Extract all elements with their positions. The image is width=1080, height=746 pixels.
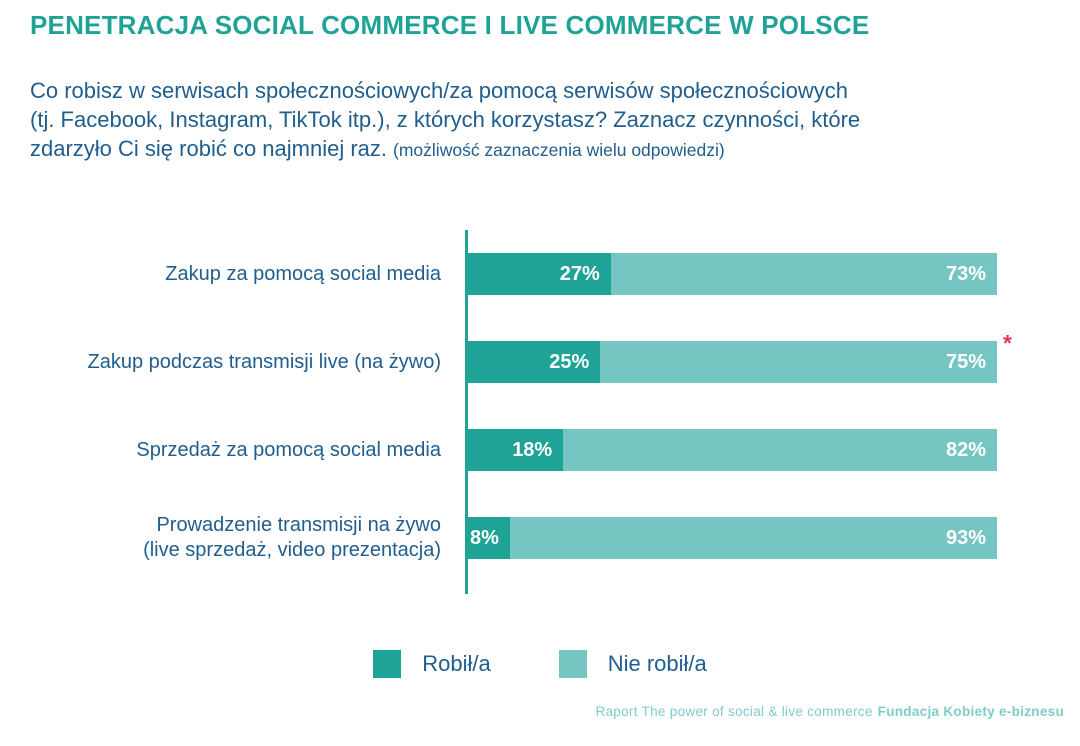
- chart-legend: Robił/a Nie robił/a: [0, 650, 1080, 678]
- chart-row: Zakup podczas transmisji live (na żywo) 2…: [30, 332, 1012, 383]
- legend-swatch: [373, 650, 402, 678]
- bar-segment: 18%: [468, 429, 564, 471]
- chart-rows: Zakup za pomocą social media 27% 73% Zakup …: [30, 253, 1012, 561]
- source-credit-text: Raport The power of social & live commer…: [595, 704, 873, 719]
- value-label: 18%: [512, 438, 553, 461]
- value-label: 27%: [559, 262, 600, 285]
- legend-swatch: [558, 650, 587, 678]
- stacked-bar: 18% 82%: [468, 429, 997, 471]
- value-label: 82%: [945, 438, 986, 461]
- stacked-bar: 8% 93%: [468, 517, 997, 559]
- legend-label: Robił/a: [422, 651, 491, 676]
- value-label: 75%: [945, 350, 986, 373]
- y-axis-line: [465, 230, 468, 594]
- legend-item: Robił/a: [373, 650, 491, 678]
- stacked-bar: 25% 75% *: [468, 332, 1012, 383]
- value-label: 73%: [945, 262, 986, 285]
- value-label: 8%: [469, 526, 499, 549]
- legend-label: Nie robił/a: [607, 651, 707, 676]
- bar-segment: 75%: [600, 341, 997, 383]
- bar-segment: 82%: [563, 429, 997, 471]
- category-label: Zakup podczas transmisji live (na żywo): [87, 350, 441, 373]
- chart-row: Sprzedaż za pomocą social media 18% 82%: [30, 429, 997, 471]
- source-credit-org: Fundacja Kobiety e-biznesu: [877, 704, 1064, 719]
- bar-segment: 27%: [468, 253, 611, 295]
- category-label: Prowadzenie transmisji na żywo (live spr…: [143, 514, 441, 561]
- survey-question-note: (możliwość zaznaczenia wielu odpowiedzi): [393, 140, 725, 160]
- stacked-bar-chart: Zakup za pomocą social media 27% 73% Zakup …: [30, 230, 1012, 594]
- survey-question: Co robisz w serwisach społecznościowych/…: [30, 76, 1060, 165]
- value-label: 93%: [945, 526, 986, 549]
- bar-segment: 8%: [468, 517, 510, 559]
- legend-item: Nie robił/a: [558, 650, 707, 678]
- category-label: Zakup za pomocą social media: [165, 262, 441, 285]
- source-credit: Raport The power of social & live commer…: [595, 704, 1064, 719]
- category-label: Sprzedaż za pomocą social media: [136, 438, 441, 461]
- bar-segment: 25%: [468, 341, 601, 383]
- significance-asterisk: *: [1003, 330, 1012, 356]
- chart-row: Prowadzenie transmisji na żywo (live spr…: [30, 514, 997, 561]
- page-title: PENETRACJA SOCIAL COMMERCE I LIVE COMMER…: [30, 10, 870, 40]
- value-label: 25%: [549, 350, 590, 373]
- bar-segment: 73%: [610, 253, 997, 295]
- chart-row: Zakup za pomocą social media 27% 73%: [30, 253, 997, 295]
- survey-question-text: Co robisz w serwisach społecznościowych/…: [30, 78, 861, 161]
- bar-segment: 93%: [509, 517, 997, 559]
- stacked-bar: 27% 73%: [468, 253, 997, 295]
